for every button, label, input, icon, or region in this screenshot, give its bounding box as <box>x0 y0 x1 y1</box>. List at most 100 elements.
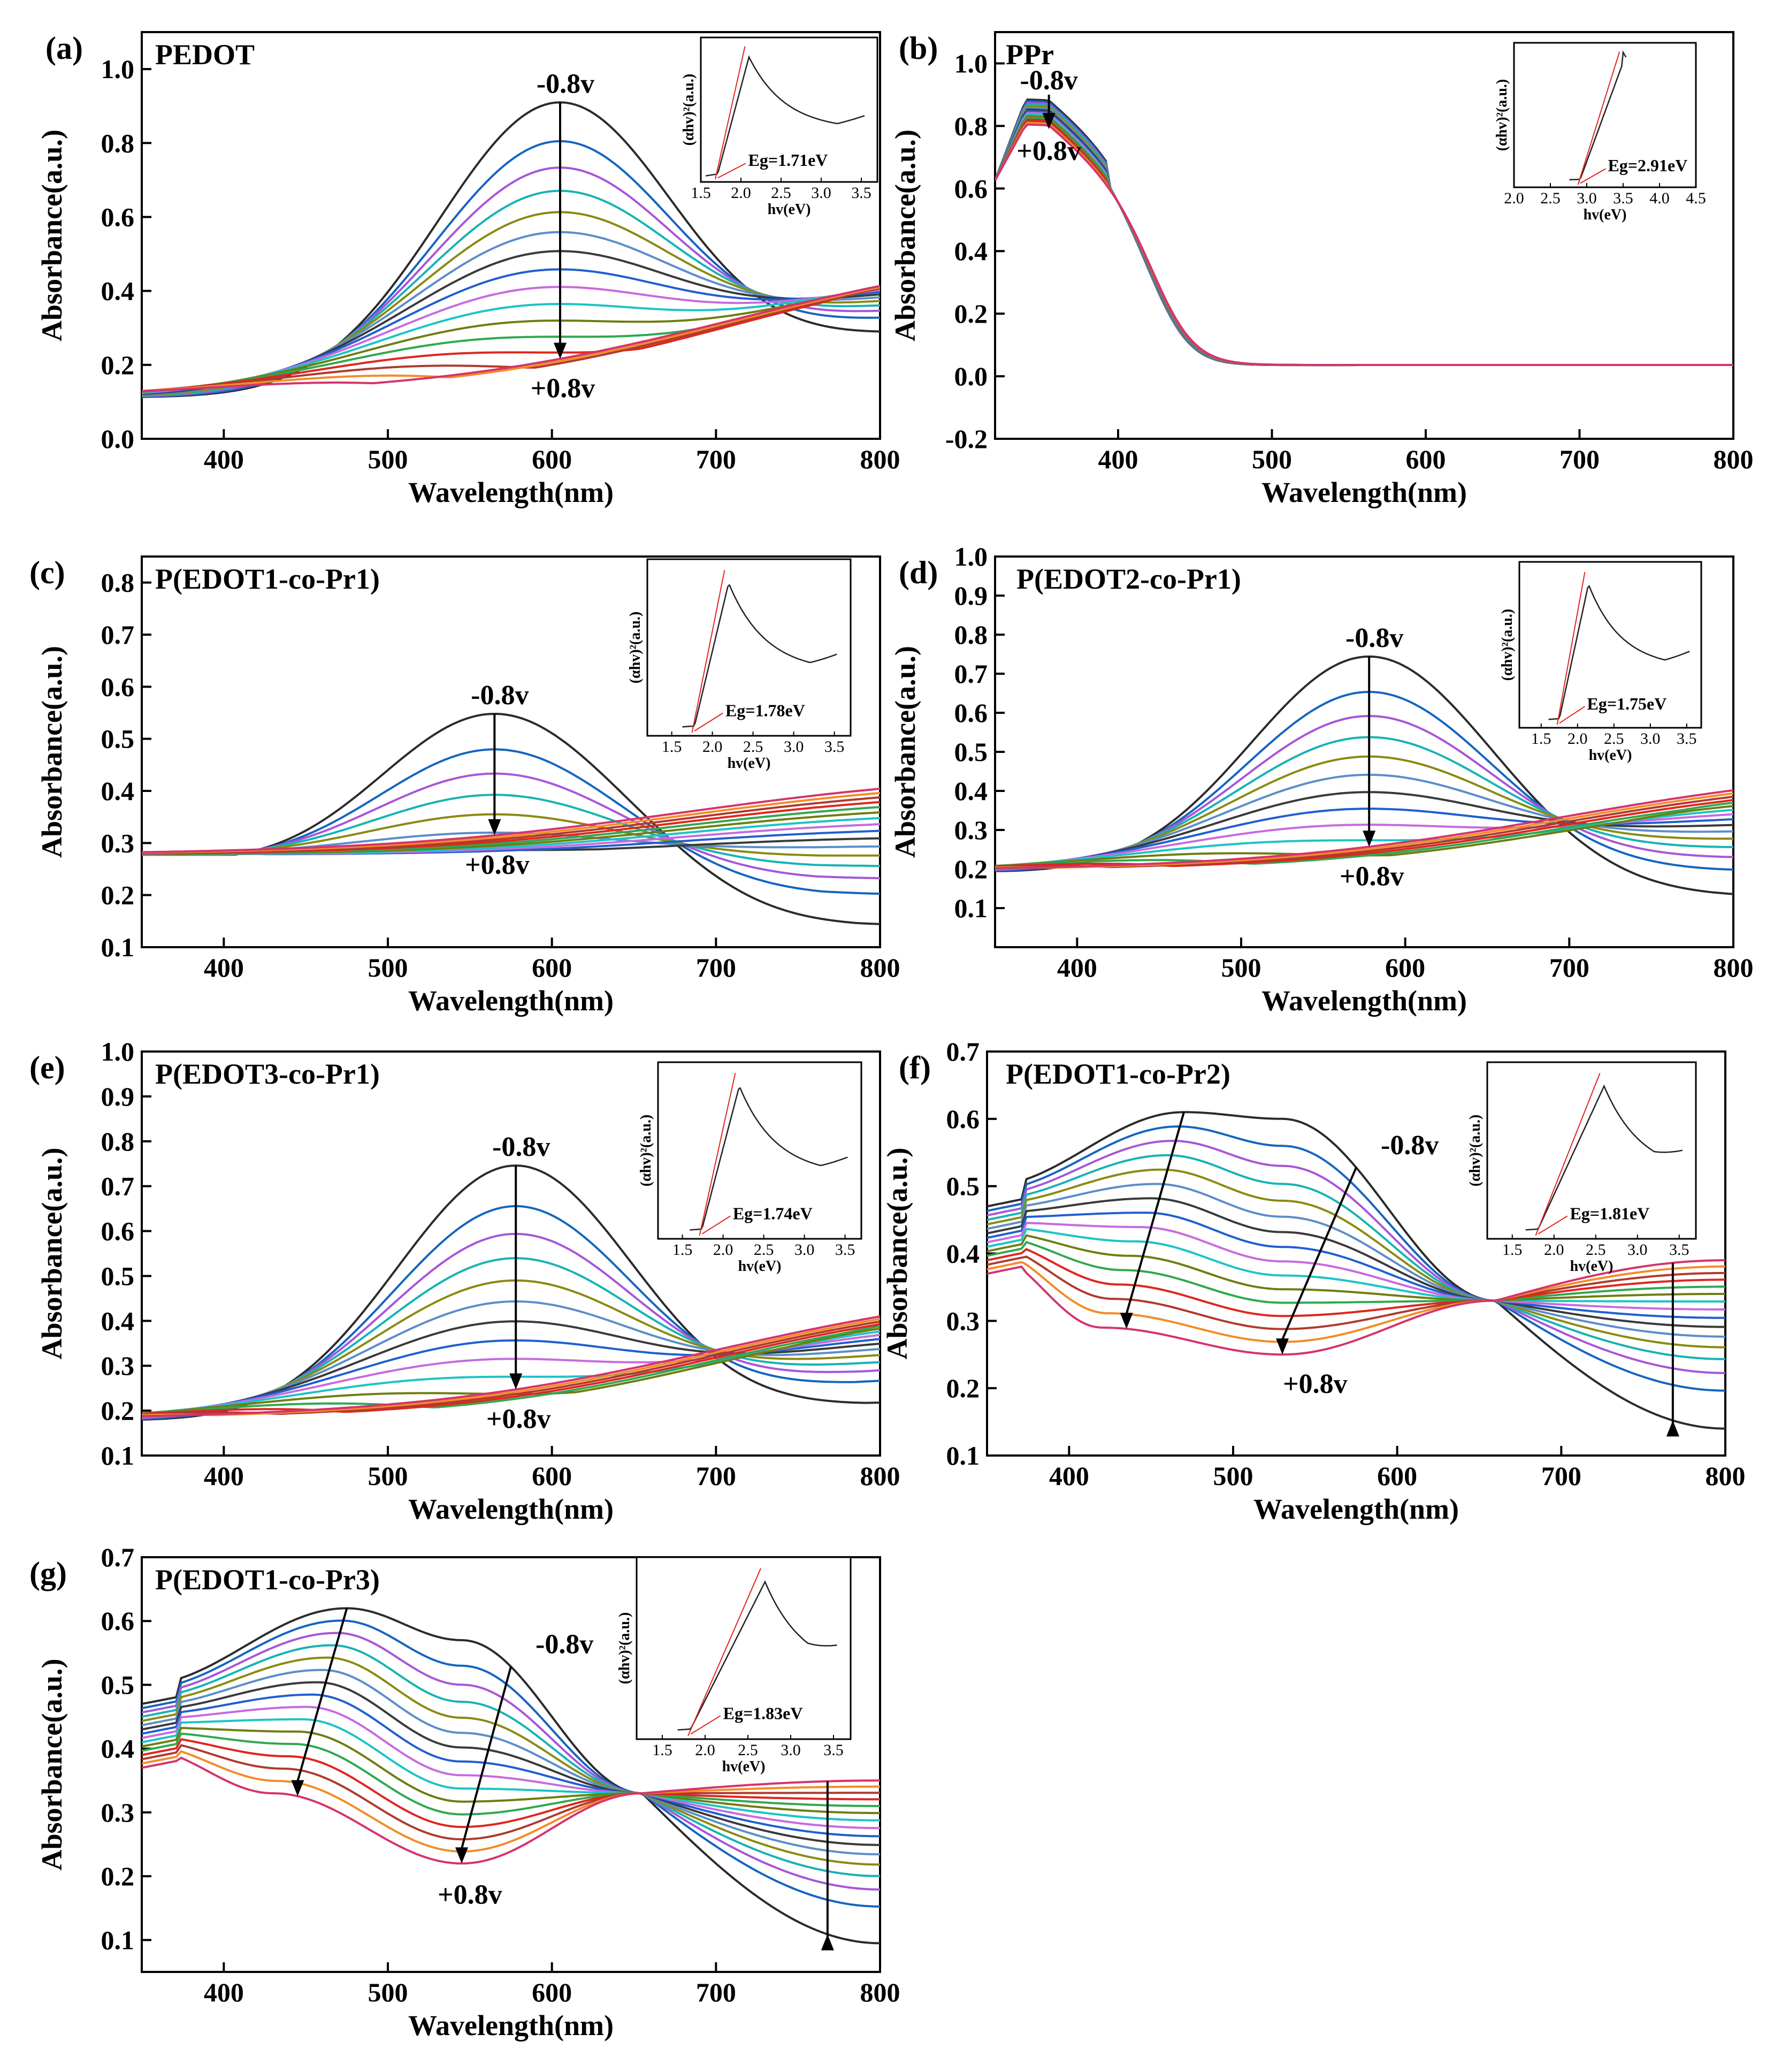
y-tick-label: 0.4 <box>954 236 988 266</box>
trough-arrow <box>461 1666 512 1849</box>
x-tick-label: 800 <box>860 953 900 982</box>
pos-potential-label: +0.8v <box>465 850 530 880</box>
inset-x-tick-label: 1.5 <box>662 738 682 756</box>
inset-x-tick-label: 2.5 <box>1540 189 1561 207</box>
panel-a: 400 500 600 700 800 0.0 0.2 0.4 0.6 0.8 1.0 Wavelen… <box>36 31 900 508</box>
panel-b: 400 500 600 700 800 -0.2 0.0 0.2 0.4 0.6 0.8 1.0 Wav… <box>889 31 1754 508</box>
panel-letter: (e) <box>29 1050 65 1085</box>
y-tick-label: 0.6 <box>101 1216 135 1246</box>
y-tick-label: 1.0 <box>101 54 135 84</box>
inset-x-tick-label: 2.5 <box>1586 1241 1606 1259</box>
x-tick-label: 400 <box>204 1977 244 2007</box>
neg-potential-label: -0.8v <box>471 680 529 711</box>
bandgap-label: Eg=1.83eV <box>723 1703 803 1723</box>
inset-frame <box>657 1061 862 1240</box>
arrow-head <box>821 1934 834 1951</box>
series-line-16 <box>995 789 1733 870</box>
arrow-head <box>554 342 567 359</box>
peak-arrow <box>296 1608 348 1782</box>
y-tick-label: 0.1 <box>954 893 988 923</box>
y-tick-label: 0.6 <box>101 1606 135 1636</box>
inset-x-tick-label: 2.0 <box>702 738 723 756</box>
panel-letter: (b) <box>899 31 938 66</box>
plot-frame <box>141 555 881 948</box>
panel-letter: (d) <box>899 555 938 590</box>
y-tick-label: 0.6 <box>101 202 135 232</box>
inset-y-axis-title: (αhv)²(a.u.) <box>1467 1115 1484 1186</box>
series-line-13 <box>142 286 880 392</box>
neg-potential-label: -0.8v <box>1381 1130 1439 1161</box>
panel-e: 400 500 600 700 800 0.1 0.2 0.3 0.4 0.5 0.6 0.7 0.8 0… <box>29 1037 900 1525</box>
y-tick-label: 0.3 <box>946 1306 980 1336</box>
inset-pointer <box>694 712 723 732</box>
series-line-8 <box>987 1212 1725 1319</box>
x-tick-label: 800 <box>1706 1461 1746 1491</box>
x-tick-label: 400 <box>1049 1461 1089 1491</box>
inset-x-axis-title: hv(eV) <box>1584 207 1627 223</box>
inset-plot: Eg=1.75eV 1.5 2.0 2.5 3.0 3.5 hv(eV) (αhv)²(a.u… <box>1499 561 1702 764</box>
y-tick-label: 0.5 <box>101 1670 135 1700</box>
inset-curve <box>1569 50 1627 181</box>
y-tick-label: 0.8 <box>101 1126 135 1156</box>
y-tick-label: 0.4 <box>101 276 135 306</box>
inset-x-tick-label: 2.5 <box>743 738 763 756</box>
panel-f: 400 500 600 700 800 0.1 0.2 0.3 0.4 0.5 0.6 0.7 Wave… <box>881 1037 1746 1525</box>
y-tick-label: 0.0 <box>101 424 135 454</box>
series-line-5 <box>987 1168 1725 1349</box>
inset-y-axis-title: (αhv)²(a.u.) <box>638 1115 654 1186</box>
inset-pointer <box>690 1715 721 1735</box>
y-tick-label: 0.7 <box>954 659 988 689</box>
series-line-3 <box>987 1140 1725 1374</box>
peak-arrow <box>1125 1111 1185 1314</box>
inset-pointer <box>1538 1215 1568 1235</box>
series-line-16 <box>995 123 1733 366</box>
inset-tangent <box>687 1568 761 1736</box>
inset-x-tick-label: 4.0 <box>1649 189 1670 207</box>
y-axis-title: Absorbance(a.u.) <box>36 1658 68 1870</box>
inset-x-tick-label: 1.5 <box>652 1741 672 1759</box>
series-line-13 <box>142 1738 880 1829</box>
series-group <box>995 655 1733 895</box>
series-line-12 <box>987 1240 1725 1304</box>
inset-frame <box>1486 1061 1697 1240</box>
x-axis-title: Wavelength(nm) <box>1253 1493 1459 1525</box>
series-group <box>987 1111 1725 1430</box>
bandgap-label: Eg=2.91eV <box>1608 156 1687 175</box>
inset-x-axis-title: hv(eV) <box>722 1758 766 1775</box>
series-group <box>142 712 880 925</box>
inset-x-tick-label: 1.5 <box>672 1241 693 1259</box>
inset-x-tick-label: 2.5 <box>1604 730 1624 748</box>
y-axis-title: Absorbance(a.u.) <box>889 646 921 858</box>
inset-x-tick-label: 1.5 <box>691 184 711 202</box>
series-line-12 <box>142 1732 880 1816</box>
y-tick-label: 0.3 <box>101 1351 135 1381</box>
series-line-16 <box>142 285 880 392</box>
pos-potential-label: +0.8v <box>486 1404 551 1435</box>
series-line-10 <box>142 1718 880 1822</box>
x-tick-label: 700 <box>696 1977 736 2007</box>
y-tick-label: -0.2 <box>945 424 988 454</box>
inset-x-tick-label: 2.0 <box>695 1741 715 1759</box>
bandgap-label: Eg=1.78eV <box>725 701 805 720</box>
inset-x-tick-label: 2.5 <box>771 184 791 202</box>
panel-g: 400 500 600 700 800 0.1 0.2 0.3 0.4 0.5 0.6 0.7 Wave… <box>29 1542 900 2041</box>
y-tick-label: 0.6 <box>946 1104 980 1134</box>
inset-x-tick-label: 3.0 <box>784 738 804 756</box>
x-tick-label: 800 <box>860 1461 900 1491</box>
inset-x-tick-label: 3.0 <box>1640 730 1661 748</box>
y-tick-label: 0.2 <box>101 1861 135 1891</box>
x-tick-label: 500 <box>368 1977 408 2007</box>
series-line-4 <box>142 189 880 397</box>
y-axis-title: Absorbance(a.u.) <box>36 1147 68 1359</box>
panel-title: P(EDOT1-co-Pr2) <box>1006 1058 1230 1090</box>
inset-curve <box>682 584 837 728</box>
y-tick-label: 0.4 <box>101 1306 135 1336</box>
x-tick-label: 800 <box>860 1977 900 2007</box>
y-axis-title: Absorbance(a.u.) <box>889 130 921 341</box>
inset-plot: Eg=1.78eV 1.5 2.0 2.5 3.0 3.5 hv(eV) (αhv)²(a.u… <box>627 558 852 772</box>
x-tick-label: 600 <box>532 1977 572 2007</box>
plot-frame <box>141 1050 881 1457</box>
inset-x-tick-label: 2.0 <box>731 184 751 202</box>
series-line-9 <box>142 1705 880 1830</box>
x-tick-label: 800 <box>1714 953 1754 982</box>
